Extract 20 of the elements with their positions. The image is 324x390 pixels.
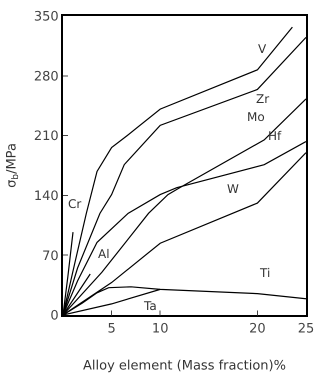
- y-tick-label: 140: [34, 188, 59, 204]
- annotation: W: [227, 182, 239, 196]
- annotation: Mo: [247, 110, 265, 124]
- annotation: Al: [98, 247, 110, 261]
- x-tick-label: 5: [107, 321, 116, 336]
- annotation: Hf: [268, 129, 282, 143]
- annotation: V: [258, 42, 267, 56]
- annotation: Ta: [143, 299, 157, 313]
- y-tick-label: 70: [42, 248, 59, 264]
- annotation: Zr: [256, 92, 270, 106]
- annotation: Cr: [68, 197, 82, 211]
- y-tick-label: 350: [34, 10, 59, 25]
- x-tick-label: 25: [298, 321, 314, 336]
- x-tick-label: 20: [249, 321, 266, 336]
- y-tick-label: 210: [34, 129, 59, 144]
- x-axis-title: Alloy element (Mass fraction)%: [83, 358, 286, 374]
- y-tick-label: 0: [50, 308, 59, 324]
- y-tick-label: 280: [34, 69, 59, 84]
- x-tick-label: 10: [152, 321, 168, 336]
- annotation: Ti: [259, 266, 270, 280]
